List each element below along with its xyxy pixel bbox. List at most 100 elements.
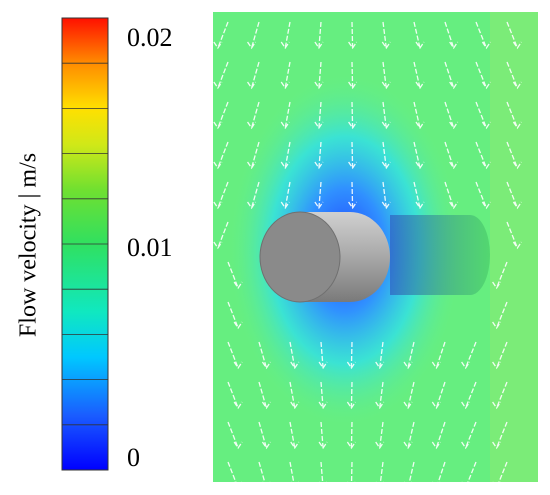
velocity-arrow — [348, 181, 358, 210]
velocity-arrow — [475, 181, 491, 210]
velocity-arrow — [444, 61, 459, 90]
velocity-arrow — [348, 21, 358, 50]
velocity-arrow — [413, 141, 425, 170]
velocity-arrow — [506, 221, 522, 250]
velocity-arrow — [492, 261, 508, 290]
tick-label: 0.02 — [127, 23, 173, 52]
colorbar-label: Flow velocity | m/s — [16, 153, 42, 337]
velocity-arrow — [348, 101, 358, 130]
tick-label: 0.01 — [127, 233, 173, 262]
velocity-arrow — [346, 461, 356, 490]
tick-label: 0 — [127, 443, 140, 472]
velocity-arrow — [213, 21, 229, 50]
velocity-arrow — [227, 381, 243, 410]
velocity-arrow — [314, 21, 324, 50]
velocity-arrow — [318, 341, 328, 370]
velocity-arrow — [346, 421, 356, 450]
velocity-arrow — [247, 181, 260, 210]
velocity-arrow — [314, 141, 324, 170]
velocity-arrow — [431, 461, 446, 490]
velocity-arrow — [444, 21, 459, 50]
velocity-arrow — [258, 381, 271, 410]
velocity-arrow — [213, 141, 229, 170]
velocity-arrow — [280, 141, 291, 170]
velocity-arrow — [492, 461, 508, 490]
velocity-arrow — [227, 341, 243, 370]
velocity-arrow — [346, 341, 356, 370]
velocity-arrow — [506, 21, 522, 50]
velocity-arrow — [375, 341, 385, 370]
velocity-arrow — [258, 421, 271, 450]
velocity-arrow — [492, 421, 508, 450]
velocity-arrow — [314, 61, 324, 90]
velocity-arrow — [475, 141, 491, 170]
velocity-arrow — [314, 101, 324, 130]
velocity-arrow — [289, 381, 300, 410]
velocity-arrow — [506, 61, 522, 90]
velocity-arrow — [461, 381, 477, 410]
velocity-arrow — [375, 421, 385, 450]
velocity-arrow — [213, 61, 229, 90]
velocity-arrow — [346, 381, 356, 410]
velocity-arrow — [227, 461, 243, 490]
colorbar-tick-labels: 0 0.01 0.02 — [127, 23, 173, 472]
velocity-arrow — [461, 461, 477, 490]
velocity-arrow — [280, 181, 291, 210]
velocity-arrow — [413, 181, 425, 210]
cylinder — [259, 211, 490, 303]
velocity-arrow — [289, 421, 300, 450]
velocity-arrow — [348, 61, 358, 90]
velocity-arrow — [227, 261, 243, 290]
velocity-arrow — [475, 101, 491, 130]
velocity-arrow — [492, 341, 508, 370]
velocity-arrow — [280, 101, 291, 130]
velocity-arrow — [227, 301, 243, 330]
velocity-arrow — [444, 101, 459, 130]
velocity-arrow — [475, 21, 491, 50]
velocity-arrow — [258, 341, 271, 370]
velocity-arrow — [375, 381, 385, 410]
velocity-arrow — [247, 21, 260, 50]
velocity-arrow — [431, 341, 446, 370]
flow-field — [213, 12, 538, 490]
velocity-arrow — [289, 341, 300, 370]
cylinder-transparent — [390, 215, 490, 295]
velocity-arrow — [258, 461, 271, 490]
velocity-arrow — [375, 461, 385, 490]
velocity-arrow — [461, 341, 477, 370]
velocity-arrow — [403, 341, 415, 370]
velocity-arrow — [431, 421, 446, 450]
velocity-arrow — [461, 421, 477, 450]
velocity-arrow — [318, 461, 328, 490]
velocity-arrow — [381, 21, 391, 50]
velocity-arrow — [381, 101, 391, 130]
velocity-arrow — [381, 141, 391, 170]
velocity-arrow — [381, 181, 391, 210]
velocity-arrow — [247, 101, 260, 130]
velocity-arrow — [289, 461, 300, 490]
colorbar — [61, 17, 109, 471]
colorbar-bands — [62, 62, 108, 426]
velocity-arrow — [247, 61, 260, 90]
velocity-arrow — [318, 381, 328, 410]
velocity-arrow — [403, 381, 415, 410]
velocity-arrow — [213, 181, 229, 210]
velocity-arrow — [492, 381, 508, 410]
velocity-arrow — [475, 61, 491, 90]
velocity-arrow — [227, 421, 243, 450]
velocity-arrow — [280, 21, 291, 50]
velocity-arrow — [318, 421, 328, 450]
velocity-arrow — [492, 301, 508, 330]
velocity-arrow — [381, 61, 391, 90]
velocity-arrow — [247, 141, 260, 170]
velocity-arrow — [444, 181, 459, 210]
velocity-arrow — [413, 61, 425, 90]
velocity-arrow — [403, 461, 415, 490]
velocity-arrow — [506, 181, 522, 210]
velocity-arrow — [506, 141, 522, 170]
velocity-arrow — [413, 21, 425, 50]
velocity-arrow — [506, 101, 522, 130]
velocity-arrows — [213, 21, 522, 490]
velocity-arrow — [213, 101, 229, 130]
